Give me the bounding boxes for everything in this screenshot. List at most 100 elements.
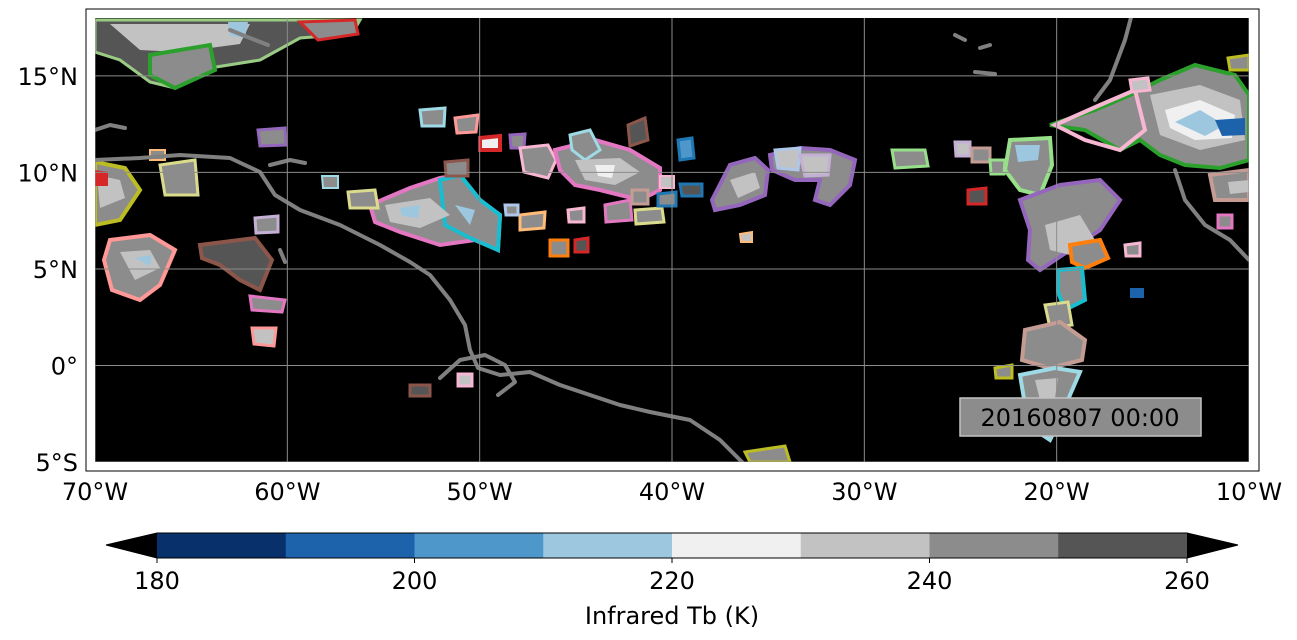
cloud-cluster (659, 175, 675, 189)
cloud-cluster (408, 383, 432, 398)
cloud-cluster (1215, 118, 1245, 136)
cloud-cluster (296, 18, 360, 42)
cloud-cluster (1015, 145, 1040, 162)
latitude-label: 5°S (35, 449, 78, 477)
cloud-cluster (346, 188, 380, 210)
timestamp-background (959, 397, 1202, 437)
gridlines (95, 18, 1249, 462)
cloud-cluster (1228, 180, 1249, 194)
cloud-cluster (518, 210, 547, 232)
cloud-cluster (453, 113, 480, 135)
longitude-labels: 70°W 60°W 50°W 40°W 30°W 20°W 10°W (62, 478, 1282, 506)
amazon-delta-coastline (438, 353, 517, 397)
cloud-cluster (1130, 288, 1144, 298)
cloud-cluster (1050, 87, 1148, 153)
colorbar-tick-label: 200 (392, 567, 438, 595)
cloud-cluster (603, 198, 634, 224)
cloud-cluster (418, 106, 447, 128)
cloud-cluster (478, 133, 502, 152)
cloud-cluster (253, 214, 280, 235)
cloud-cluster (742, 444, 792, 462)
colorbar-bin (800, 533, 930, 558)
island-coastline (228, 28, 270, 47)
cloud-cluster (256, 126, 288, 148)
colorbar-bin (285, 533, 415, 558)
coastlines (95, 18, 1249, 462)
island-coastline (95, 123, 127, 132)
cloud-cluster (1123, 241, 1142, 258)
colorbar-bin (414, 533, 544, 558)
cloud-cluster (400, 205, 420, 218)
cloud-cluster (1043, 300, 1074, 330)
cloud-cluster (676, 136, 696, 162)
cloud-cluster (773, 146, 802, 172)
colorbar-over-extension (1187, 533, 1238, 558)
cloud-cluster (250, 326, 278, 348)
south-america-coastline (95, 153, 745, 462)
cloud-cluster (110, 24, 250, 52)
colorbar-under-extension (106, 533, 157, 558)
island-coastline (268, 158, 307, 167)
cloud-cluster (966, 186, 988, 206)
colorbar-tick-label: 240 (907, 567, 953, 595)
colorbar-tick-label: 260 (1164, 567, 1210, 595)
cloud-cluster (730, 172, 760, 198)
longitude-label: 40°W (639, 478, 705, 506)
cloud-cluster (1128, 76, 1152, 94)
timestamp-box: 20160807 00:00 (959, 397, 1202, 437)
cloud-cluster (1067, 237, 1111, 271)
cloud-cluster (503, 203, 520, 217)
colorbar-bin (929, 533, 1059, 558)
latitude-label: 0° (51, 352, 78, 380)
longitude-label: 60°W (254, 478, 320, 506)
cloud-cluster (890, 148, 930, 170)
cloud-clusters (95, 18, 1249, 462)
cloud-cluster (993, 363, 1014, 380)
cloud-cluster (248, 294, 287, 314)
latitude-label: 5°N (33, 256, 78, 284)
cloud-cluster (953, 140, 972, 158)
island-coastline (973, 70, 997, 76)
island-coastline (278, 248, 287, 264)
cloud-cluster (656, 190, 678, 208)
cloud-cluster (158, 158, 200, 197)
colorbar-bin (672, 533, 802, 558)
cloud-cluster (197, 235, 275, 293)
cloud-cluster (573, 236, 590, 254)
colorbar-ticks: 180 200 220 240 260 (134, 558, 1210, 595)
cloud-cluster (437, 172, 503, 253)
cloud-cluster (568, 128, 602, 162)
colorbar-bin (1058, 533, 1188, 558)
colorbar-bin (157, 533, 287, 558)
cloud-cluster (508, 132, 527, 150)
cloud-cluster (595, 165, 615, 178)
cloud-cluster (1035, 378, 1058, 400)
cloud-cluster (988, 158, 1007, 176)
cloud-cluster (1019, 319, 1088, 371)
cloud-cluster (1175, 110, 1225, 136)
cloud-cluster (626, 115, 650, 149)
colorbar: 180 200 220 240 260 Infrared Tb (K) (105, 532, 1239, 630)
cloud-cluster (1056, 265, 1088, 313)
cloud-cluster (633, 206, 666, 226)
cloud-cluster (566, 206, 586, 224)
cloud-cluster (320, 175, 339, 189)
cloud-cluster (1226, 53, 1249, 72)
colorbar-label: Infrared Tb (K) (585, 602, 759, 630)
longitude-label: 70°W (62, 478, 128, 506)
map-layers (95, 18, 1249, 462)
africa-coastline (1093, 18, 1133, 102)
cloud-cluster (548, 238, 570, 258)
cloud-cluster (443, 158, 470, 178)
longitude-label: 30°W (831, 478, 897, 506)
latitude-label: 10°N (18, 159, 79, 187)
cloud-cluster (518, 143, 558, 180)
cloud-cluster (95, 170, 108, 186)
colorbar-bins (157, 533, 1188, 558)
latitude-label: 15°N (18, 63, 79, 91)
cloud-cluster (678, 182, 704, 198)
island-coastline (978, 43, 992, 50)
latitude-labels: 15°N 10°N 5°N 0° 5°S (18, 63, 79, 477)
longitude-label: 10°W (1216, 478, 1282, 506)
